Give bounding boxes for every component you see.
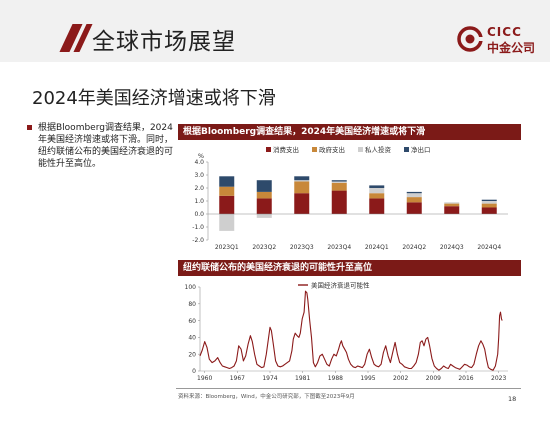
gdp-contribution-chart: % 消费支出 政府支出 私人投资 净出口 -2.0 -1.0 0.0 1.0 2.0 3.0 4.0 2… [192, 145, 508, 251]
bar-segment [256, 191, 272, 199]
bar-segment [331, 182, 347, 191]
y-tick-label: -2.0 [192, 237, 204, 244]
bar-segment [369, 193, 385, 199]
footer-divider [176, 388, 521, 389]
page-title: 全球市场展望 [92, 29, 236, 55]
x-tick-label: 2002 [393, 375, 408, 382]
legend-label: 净出口 [411, 145, 431, 154]
y-tick-label: 80 [188, 301, 196, 308]
bar-segment [256, 198, 272, 214]
legend-swatch [404, 147, 409, 152]
x-tick-label: 2023Q1 [215, 244, 239, 251]
bar-segment [406, 197, 422, 203]
y-tick-label: 1.0 [194, 198, 204, 205]
bar-segment [369, 198, 385, 214]
bar-segment [219, 176, 235, 187]
y-tick-label: 0.0 [194, 211, 204, 218]
y-tick-label: 0 [192, 368, 196, 375]
y-tick-label: -1.0 [192, 224, 204, 231]
legend-label: 消费支出 [273, 145, 299, 154]
recession-probability-chart: 0 20 40 60 80 100 1960 1967 1974 1981 1988 1995 2002… [185, 281, 508, 382]
bar-segment [294, 181, 310, 194]
bar-segment [481, 203, 497, 208]
logo-text-en: CICC [487, 25, 522, 39]
bullet-text: 根据Bloomberg调查结果，2024年美国经济增速或将下滑。同时，纽约联储公… [38, 123, 174, 169]
source-note: 资料来源：Bloomberg，Wind，中金公司研究部，下图截至2023年9月 [178, 394, 355, 400]
y-tick-label: 40 [188, 335, 196, 342]
cicc-logo-icon [457, 26, 483, 52]
y-tick-label: 3.0 [194, 172, 204, 179]
x-tick-label: 1988 [328, 375, 343, 382]
x-tick-label: 1960 [197, 375, 212, 382]
x-tick-label: 1974 [262, 375, 277, 382]
y-tick-label: 4.0 [194, 159, 204, 166]
bar-segment [406, 193, 422, 198]
bar-segment [331, 181, 347, 183]
x-tick-label: 2024Q1 [365, 244, 389, 251]
bar-segment [481, 207, 497, 214]
x-tick-label: 1967 [230, 375, 245, 382]
x-tick-label: 2023Q3 [290, 244, 314, 251]
bar-segment [219, 195, 235, 214]
bar-segment [294, 176, 310, 181]
slide-subtitle: 2024年美国经济增速或将下滑 [32, 88, 276, 109]
chart2-title: 纽约联储公布的美国经济衰退的可能性升至高位 [178, 260, 521, 276]
y-axis-unit-label: % [198, 152, 204, 160]
logo-text-cn: 中金公司 [487, 41, 536, 55]
bar-segment [256, 180, 272, 192]
bar-segment [406, 191, 422, 194]
x-tick-label: 2024Q4 [477, 244, 501, 251]
cicc-logo: CICC 中金公司 [457, 20, 542, 58]
bar-segment [444, 203, 460, 207]
x-tick-label: 2023Q4 [327, 244, 351, 251]
bar-segment [256, 214, 272, 218]
bar-segment [369, 185, 385, 188]
legend-swatch [358, 147, 363, 152]
x-tick-label: 2024Q2 [402, 244, 426, 251]
bar-segment [444, 202, 460, 204]
bar-segment [481, 199, 497, 201]
bar-segment [481, 201, 497, 204]
bar-segment [444, 206, 460, 214]
y-tick-label: 20 [188, 351, 196, 358]
legend-label: 政府支出 [319, 145, 345, 154]
x-tick-label: 2024Q3 [440, 244, 464, 251]
y-tick-label: 100 [185, 284, 197, 291]
x-tick-label: 1981 [295, 375, 310, 382]
y-tick-label: 60 [188, 318, 196, 325]
bullet-square-icon [27, 125, 32, 130]
bar-segment [369, 188, 385, 194]
x-tick-label: 2023 [491, 375, 506, 382]
bar-segment [294, 193, 310, 214]
bar-segment [294, 180, 310, 182]
page-number: 18 [508, 395, 517, 403]
chart1-title: 根据Bloomberg调查结果，2024年美国经济增速或将下滑 [178, 124, 521, 140]
bar-segment [219, 186, 235, 196]
x-tick-label: 2023Q2 [252, 244, 276, 251]
x-tick-label: 2009 [426, 375, 441, 382]
bullet-point: 根据Bloomberg调查结果，2024年美国经济增速或将下滑。同时，纽约联储公… [27, 122, 175, 170]
legend-swatch [266, 147, 271, 152]
x-tick-label: 1995 [360, 375, 375, 382]
bar-segment [406, 202, 422, 214]
bar-segment [331, 190, 347, 214]
header-band: 全球市场展望 CICC 中金公司 [0, 0, 550, 62]
bar-segment [331, 180, 347, 182]
legend-label: 私人投资 [365, 145, 392, 154]
x-tick-label: 2016 [458, 375, 473, 382]
series-line [199, 290, 503, 371]
y-tick-label: 2.0 [194, 185, 204, 192]
legend-swatch [312, 147, 317, 152]
legend-label: 美国经济衰退可能性 [311, 281, 370, 290]
bar-segment [219, 214, 235, 231]
